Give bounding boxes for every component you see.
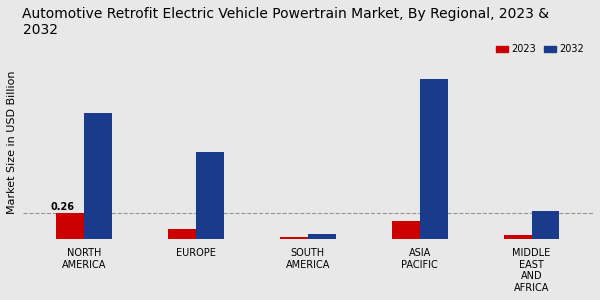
Bar (308, 234, 336, 239)
Bar (392, 221, 419, 238)
Bar (56, 213, 84, 238)
Bar (419, 79, 448, 238)
Bar (503, 235, 532, 239)
Text: Automotive Retrofit Electric Vehicle Powertrain Market, By Regional, 2023 &
2032: Automotive Retrofit Electric Vehicle Pow… (23, 7, 550, 37)
Text: 0.26: 0.26 (50, 202, 74, 212)
Bar (84, 113, 112, 238)
Bar (280, 237, 308, 239)
Bar (168, 229, 196, 238)
Bar (532, 212, 559, 239)
Legend: 2023, 2032: 2023, 2032 (492, 40, 588, 58)
Bar (196, 152, 224, 238)
Y-axis label: Market Size in USD Billion: Market Size in USD Billion (7, 70, 17, 214)
